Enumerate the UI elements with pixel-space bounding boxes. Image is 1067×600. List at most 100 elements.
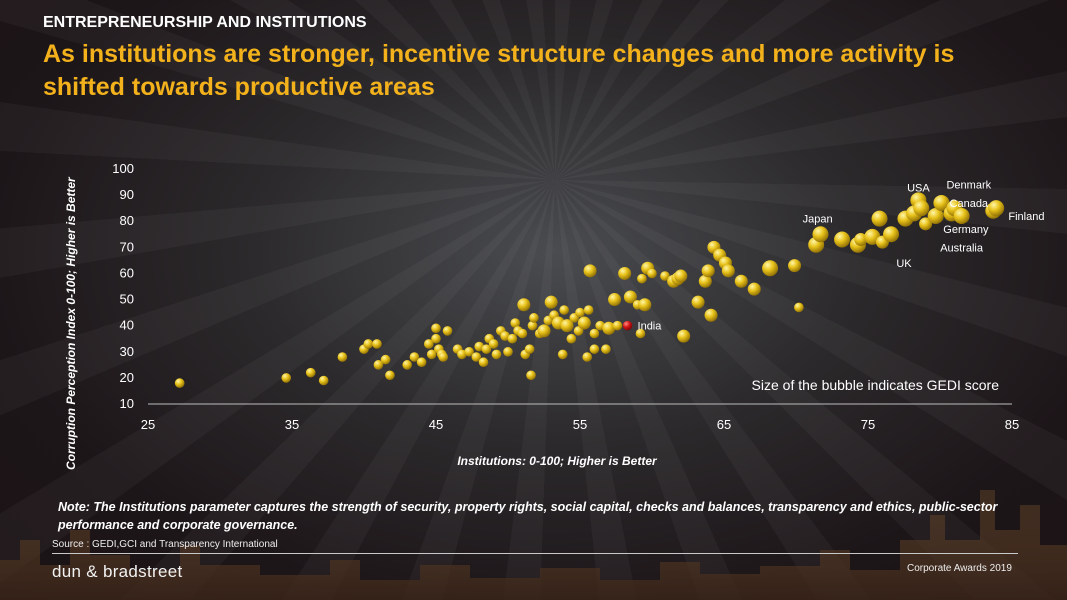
bubble-point xyxy=(635,328,646,339)
country-label: Japan xyxy=(803,214,833,226)
bubble-point xyxy=(174,378,185,388)
bubble-point xyxy=(507,333,518,344)
bubble-point xyxy=(583,305,594,315)
city-skyline xyxy=(0,490,1067,600)
country-label: Finland xyxy=(1008,211,1044,223)
bubble-point xyxy=(524,344,535,354)
bubble-point xyxy=(471,352,482,362)
bubble-size-annotation: Size of the bubble indicates GEDI score xyxy=(752,377,1000,393)
bubble-point xyxy=(537,324,551,338)
x-axis-label: Institutions: 0-100; Higher is Better xyxy=(457,454,658,468)
bubble-point xyxy=(529,313,539,323)
y-tick-label: 10 xyxy=(120,396,134,411)
bubble-point xyxy=(544,295,558,309)
bubble-point xyxy=(431,323,441,334)
footnote: Note: The Institutions parameter capture… xyxy=(58,500,998,532)
bubble-point xyxy=(488,339,499,349)
source-line: Source : GEDI,GCI and Transparency Inter… xyxy=(52,539,278,550)
bubble-point xyxy=(762,260,779,277)
bubble-point xyxy=(559,305,569,315)
bubble-point xyxy=(372,339,382,349)
bubble-point xyxy=(464,346,474,357)
y-tick-label: 80 xyxy=(120,213,134,228)
country-label: Germany xyxy=(943,224,989,236)
bubble-point xyxy=(589,328,600,339)
bubble-point xyxy=(871,210,888,227)
bubble-point xyxy=(677,329,691,343)
bubble-point xyxy=(318,375,329,386)
bubble-point xyxy=(734,274,748,288)
bubble-point xyxy=(560,319,574,333)
bubble-point xyxy=(305,367,316,378)
x-tick-label: 75 xyxy=(861,417,875,432)
bubble-point xyxy=(510,318,520,328)
bubble-point xyxy=(618,266,632,280)
y-tick-label: 90 xyxy=(120,187,134,202)
bubble-point xyxy=(883,226,900,243)
bubble-point xyxy=(623,290,637,304)
bubble-point xyxy=(426,349,437,360)
highlight-label: India xyxy=(638,321,663,333)
bubble-point xyxy=(698,274,712,288)
bubble-point xyxy=(647,268,657,279)
y-tick-label: 100 xyxy=(112,161,134,176)
bubble-point xyxy=(794,302,804,313)
bubble-point xyxy=(747,282,761,296)
bubble-point xyxy=(933,194,950,211)
y-tick-label: 70 xyxy=(120,239,134,254)
bubble-point xyxy=(953,208,970,224)
bubble-point xyxy=(481,344,492,354)
bubble-point xyxy=(557,349,568,360)
x-tick-label: 45 xyxy=(429,417,443,432)
bubble-point xyxy=(927,208,944,224)
bubble-point xyxy=(612,320,623,331)
x-tick-label: 35 xyxy=(285,417,299,432)
bubble-point xyxy=(526,370,536,381)
bubble-point xyxy=(704,308,718,322)
bubble-point xyxy=(517,328,528,339)
bubble-point xyxy=(637,273,647,284)
bubble-point xyxy=(854,233,868,246)
bubble-series xyxy=(174,192,1005,388)
page-headline: As institutions are stronger, incentive … xyxy=(43,40,955,101)
bubble-point xyxy=(834,231,851,248)
bubble-point xyxy=(575,307,585,318)
country-labels: India USA Denmark Canada Japan Germany Finland… xyxy=(638,180,1045,333)
section-kicker: ENTREPRENEURSHIP AND INSTITUTIONS xyxy=(43,14,367,31)
bubble-point xyxy=(457,349,467,360)
country-label: Canada xyxy=(950,198,989,210)
bubble-point xyxy=(577,316,591,330)
y-axis-label: Corruption Perception Index 0-100; Highe… xyxy=(64,176,78,470)
bubble-point xyxy=(474,341,485,352)
brand-logo: dun & bradstreet xyxy=(52,562,183,581)
bubble-point xyxy=(409,352,420,362)
y-tick-label: 20 xyxy=(120,370,134,385)
bubble-point xyxy=(660,271,670,281)
bubble-point xyxy=(416,357,427,368)
bubble-point xyxy=(385,370,395,381)
bubble-point xyxy=(913,200,930,217)
bubble-point xyxy=(812,226,829,243)
bubble-point xyxy=(363,339,374,349)
y-tick-label: 40 xyxy=(120,318,134,333)
bubble-point xyxy=(582,352,592,362)
x-tick-label: 65 xyxy=(717,417,731,432)
y-tick-label: 30 xyxy=(120,344,134,359)
bubble-point xyxy=(701,264,715,278)
x-tick-label: 25 xyxy=(141,417,155,432)
bubble-point xyxy=(491,349,502,360)
bubble-point xyxy=(478,357,489,368)
bubble-point xyxy=(601,344,611,354)
bubble-point xyxy=(500,331,510,341)
bubble-point xyxy=(638,298,652,312)
bubble-point xyxy=(602,321,616,335)
bubble-point xyxy=(373,360,384,370)
event-label: Corporate Awards 2019 xyxy=(907,563,1012,574)
country-label: UK xyxy=(896,258,912,270)
bubble-point xyxy=(674,269,688,283)
bubble-point xyxy=(281,373,292,383)
bubble-point xyxy=(566,333,577,344)
y-tick-label: 50 xyxy=(120,292,134,307)
